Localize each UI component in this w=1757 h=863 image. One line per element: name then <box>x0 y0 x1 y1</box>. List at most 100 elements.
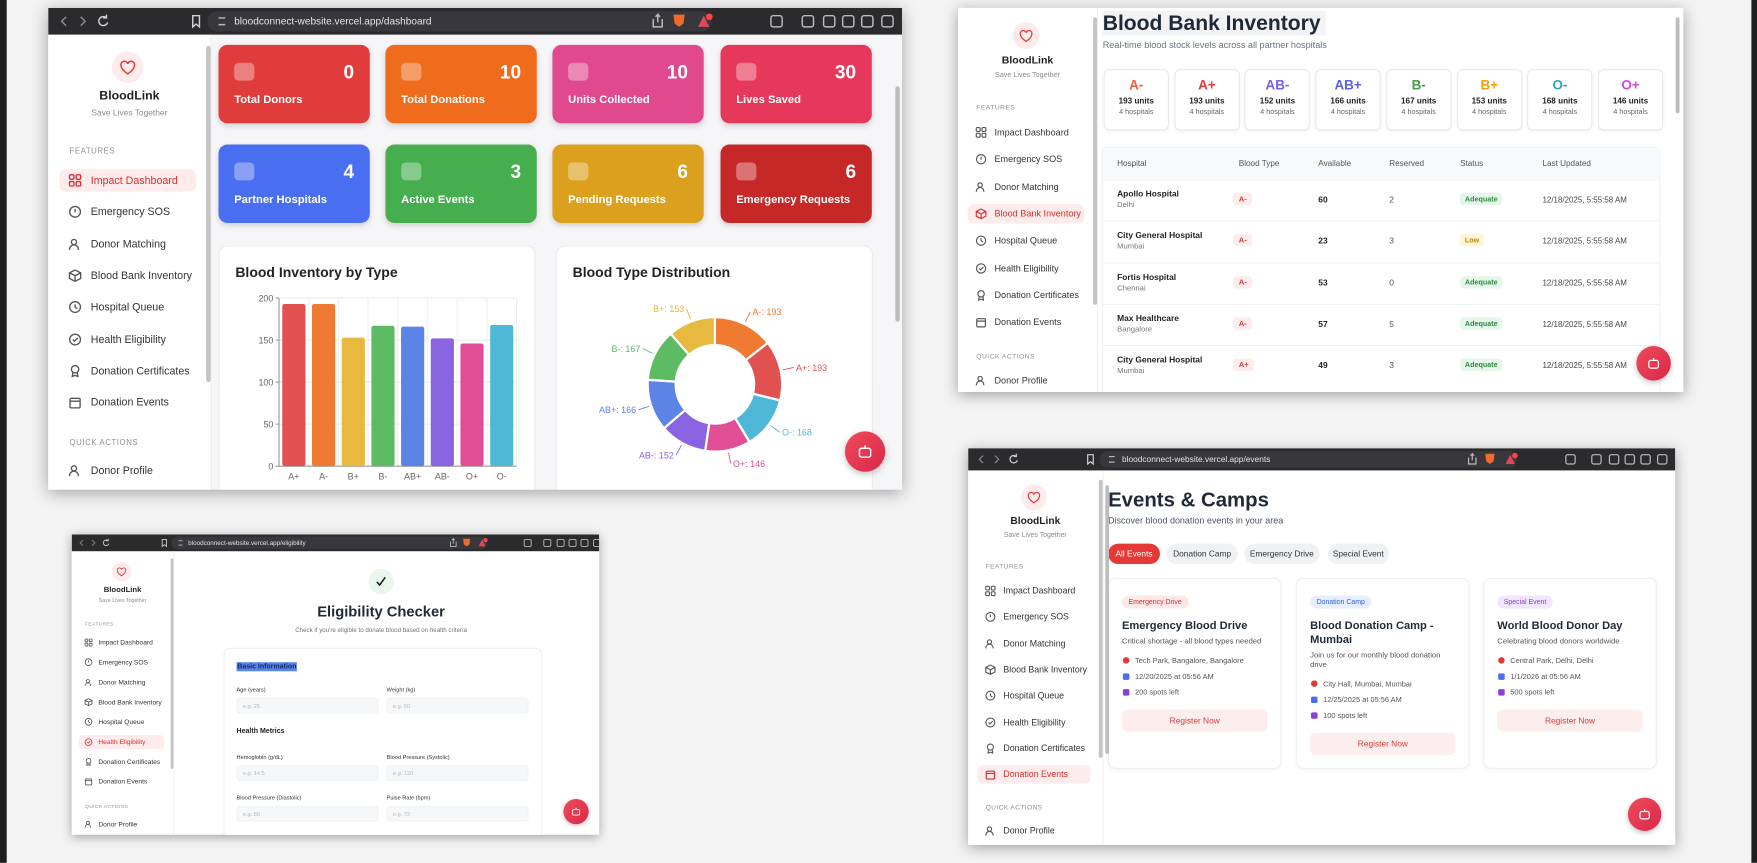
stat-icon <box>736 62 757 81</box>
nav-item[interactable]: Donation Events <box>977 765 1091 784</box>
icon-part <box>986 638 993 645</box>
x-tick-label: AB+ <box>404 472 421 482</box>
nav-label: Emergency SOS <box>98 658 148 667</box>
stat-card[interactable]: 10 Total Donations <box>385 44 537 124</box>
assistant-button[interactable] <box>844 431 886 472</box>
icon <box>70 364 80 378</box>
nav-item[interactable]: Donor Profile <box>968 371 1085 390</box>
text-input[interactable]: e.g. 120 <box>386 765 529 781</box>
scrollbar-thumb <box>206 45 211 383</box>
text-input[interactable]: e.g. 14.5 <box>236 765 379 781</box>
nav-item[interactable]: Hospital Queue <box>977 687 1090 706</box>
nav-item[interactable]: Blood Bank Inventory <box>79 695 165 709</box>
type-hospitals: 4 hospitals <box>1542 107 1578 117</box>
nav-item[interactable]: Health Eligibility <box>968 258 1085 277</box>
nav-item[interactable]: Donor Matching <box>59 233 196 255</box>
text-input[interactable]: e.g. 80 <box>236 805 379 822</box>
nav-item[interactable]: Hospital Queue <box>59 296 196 318</box>
register-button[interactable]: Register Now <box>1310 732 1456 755</box>
toolbar-icon <box>1640 454 1651 465</box>
register-button[interactable]: Register Now <box>1121 709 1268 732</box>
nav-item[interactable]: Health Eligibility <box>78 734 165 749</box>
type-card: AB- 152 units 4 hospitals <box>1244 69 1311 131</box>
nav-item[interactable]: Donor Profile <box>59 459 196 481</box>
filter-chip[interactable]: Donation Camp <box>1166 543 1238 565</box>
nav-item[interactable]: Blood Bank Inventory <box>59 264 196 286</box>
event-detail: Central Park, Delhi, Delhi <box>1497 655 1642 667</box>
assistant-button[interactable] <box>1627 797 1662 831</box>
nav-item[interactable]: Donation Events <box>968 313 1085 332</box>
event-detail: 500 spots left <box>1497 686 1642 698</box>
assistant-button[interactable] <box>563 798 589 825</box>
nav-item[interactable]: Donation Events <box>59 391 196 413</box>
event-detail: City Hall, Mumbai, Mumbai <box>1310 678 1455 690</box>
nav-item[interactable]: Emergency SOS <box>79 655 165 669</box>
stat-icon <box>568 62 589 81</box>
filter-chip[interactable]: Special Event <box>1327 543 1389 565</box>
nav-item[interactable]: Hospital Queue <box>79 715 165 729</box>
site-info <box>218 17 226 26</box>
nav-item[interactable]: Impact Dashboard <box>977 582 1090 601</box>
nav-item[interactable]: Blood Bank Inventory <box>977 660 1090 679</box>
stat-card[interactable]: 3 Active Events <box>385 144 537 223</box>
type-hospitals: 4 hospitals <box>1189 107 1225 117</box>
nav-item[interactable]: Donation Certificates <box>59 359 196 381</box>
stat-card[interactable]: 10 Units Collected <box>552 44 704 124</box>
nav-item[interactable]: Donation Certificates <box>968 285 1085 304</box>
type-card: B+ 153 units 4 hospitals <box>1456 69 1522 131</box>
nav-item[interactable]: Donor Matching <box>79 675 165 689</box>
icon-part <box>977 375 983 382</box>
nav-item[interactable]: Blood Bank Inventory <box>967 204 1085 224</box>
hospital-name: City General Hospital <box>1117 230 1203 240</box>
event-detail: 12/25/2025 at 05:56 AM <box>1310 694 1455 706</box>
icon-part <box>989 693 993 698</box>
check-icon <box>376 576 386 587</box>
stat-icon <box>736 162 757 181</box>
type-name: B- <box>1411 76 1426 93</box>
toolbar-icons <box>60 11 894 32</box>
icon-part <box>72 336 79 342</box>
register-button[interactable]: Register Now <box>1497 709 1643 732</box>
url-text: bloodconnect-website.vercel.app/eligibil… <box>188 539 306 547</box>
nav-item[interactable]: Donation Certificates <box>977 739 1090 758</box>
nav-item[interactable]: Donation Events <box>79 774 165 788</box>
text-input[interactable]: e.g. 25 <box>236 697 379 714</box>
stat-label: Total Donations <box>401 94 485 107</box>
nav-item[interactable]: Impact Dashboard <box>59 169 197 192</box>
nav-item[interactable]: Donor Profile <box>977 822 1090 841</box>
icon-part <box>88 642 93 647</box>
assistant-button[interactable] <box>1636 346 1671 381</box>
nav-item[interactable]: Donor Profile <box>79 817 165 831</box>
text-input[interactable]: e.g. 60 <box>386 697 529 714</box>
icon-part <box>84 778 93 786</box>
donut-segment <box>669 315 717 357</box>
filter-chip[interactable]: Emergency Drive <box>1244 543 1320 565</box>
badge <box>1512 452 1518 459</box>
nav-item[interactable]: Donor Matching <box>968 177 1085 196</box>
event-title: Blood Donation Camp - Mumbai <box>1310 618 1434 646</box>
nav-item[interactable]: Emergency SOS <box>977 608 1090 627</box>
bookmark-button <box>161 538 167 548</box>
icon-part <box>84 638 89 643</box>
nav-item[interactable]: Hospital Queue <box>968 231 1085 250</box>
filter-chip[interactable]: All Events <box>1108 543 1160 565</box>
icon <box>975 262 987 274</box>
stat-card[interactable]: 6 Pending Requests <box>552 144 704 223</box>
text-input[interactable]: e.g. 72 <box>386 805 529 822</box>
nav-label: Blood Bank Inventory <box>90 269 192 283</box>
nav-item[interactable]: Emergency SOS <box>59 201 196 223</box>
stat-card[interactable]: 6 Emergency Requests <box>720 144 872 223</box>
x-tick-label: B+ <box>348 472 359 482</box>
nav-item[interactable]: Donation Certificates <box>79 755 165 769</box>
nav-item[interactable]: Health Eligibility <box>59 328 196 350</box>
nav-label: Health Eligibility <box>90 333 166 346</box>
nav-item[interactable]: Emergency SOS <box>968 150 1085 169</box>
nav-item[interactable]: Impact Dashboard <box>968 123 1085 142</box>
stat-card[interactable]: 30 Lives Saved <box>720 44 872 124</box>
nav-item[interactable]: Health Eligibility <box>977 713 1090 732</box>
stat-card[interactable]: 0 Total Donors <box>218 44 370 124</box>
stat-card[interactable]: 4 Partner Hospitals <box>218 144 370 223</box>
nav-item[interactable]: Impact Dashboard <box>79 636 165 650</box>
icon-part <box>986 743 995 751</box>
nav-item[interactable]: Donor Matching <box>977 634 1090 653</box>
